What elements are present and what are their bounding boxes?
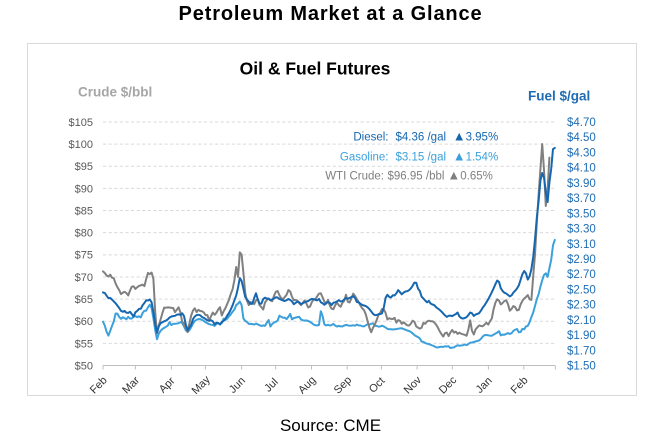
svg-text:$55: $55 — [75, 338, 93, 350]
svg-text:$80: $80 — [75, 228, 93, 240]
svg-text:$3.30: $3.30 — [567, 224, 596, 236]
svg-text:$65: $65 — [75, 294, 93, 306]
svg-text:$4.70: $4.70 — [567, 117, 596, 129]
svg-text:$2.30: $2.30 — [567, 300, 596, 312]
svg-text:WTI Crude:$96.95 /bbl▲0.65%: WTI Crude: $96.95 /bbl ▲0.65% — [325, 168, 493, 183]
svg-text:$4.30: $4.30 — [567, 147, 596, 159]
svg-text:$70: $70 — [75, 272, 93, 284]
svg-text:$1.50: $1.50 — [567, 361, 596, 373]
svg-text:$60: $60 — [75, 316, 93, 328]
svg-text:$100: $100 — [69, 139, 93, 151]
svg-text:$3.10: $3.10 — [567, 239, 596, 251]
svg-text:$1.70: $1.70 — [567, 345, 596, 357]
svg-text:$105: $105 — [69, 117, 93, 129]
svg-text:Oil & Fuel Futures: Oil & Fuel Futures — [240, 59, 391, 79]
svg-text:Crude $/bbl: Crude $/bbl — [78, 85, 152, 100]
svg-text:$2.10: $2.10 — [567, 315, 596, 327]
svg-text:$75: $75 — [75, 250, 93, 262]
svg-text:$50: $50 — [75, 360, 93, 372]
svg-text:$4.10: $4.10 — [567, 163, 596, 175]
svg-text:$4.50: $4.50 — [567, 132, 596, 144]
svg-text:Fuel $/gal: Fuel $/gal — [528, 89, 590, 104]
svg-text:$3.50: $3.50 — [567, 208, 596, 220]
svg-text:$2.70: $2.70 — [567, 269, 596, 281]
svg-text:$95: $95 — [75, 161, 93, 173]
svg-text:$2.50: $2.50 — [567, 284, 596, 296]
svg-text:$85: $85 — [75, 205, 93, 217]
svg-text:Gasoline:$3.15 /gal▲1.54%: Gasoline: $3.15 /gal ▲1.54% — [340, 148, 498, 163]
svg-text:Diesel:$4.36 /gal▲3.95%: Diesel: $4.36 /gal ▲3.95% — [353, 129, 498, 144]
svg-text:$3.90: $3.90 — [567, 178, 596, 190]
svg-text:$90: $90 — [75, 183, 93, 195]
svg-text:$1.90: $1.90 — [567, 330, 596, 342]
svg-text:Petroleum Market at a Glance: Petroleum Market at a Glance — [179, 3, 483, 25]
svg-text:Source: CME: Source: CME — [280, 416, 381, 435]
svg-text:$2.90: $2.90 — [567, 254, 596, 266]
svg-text:$3.70: $3.70 — [567, 193, 596, 205]
